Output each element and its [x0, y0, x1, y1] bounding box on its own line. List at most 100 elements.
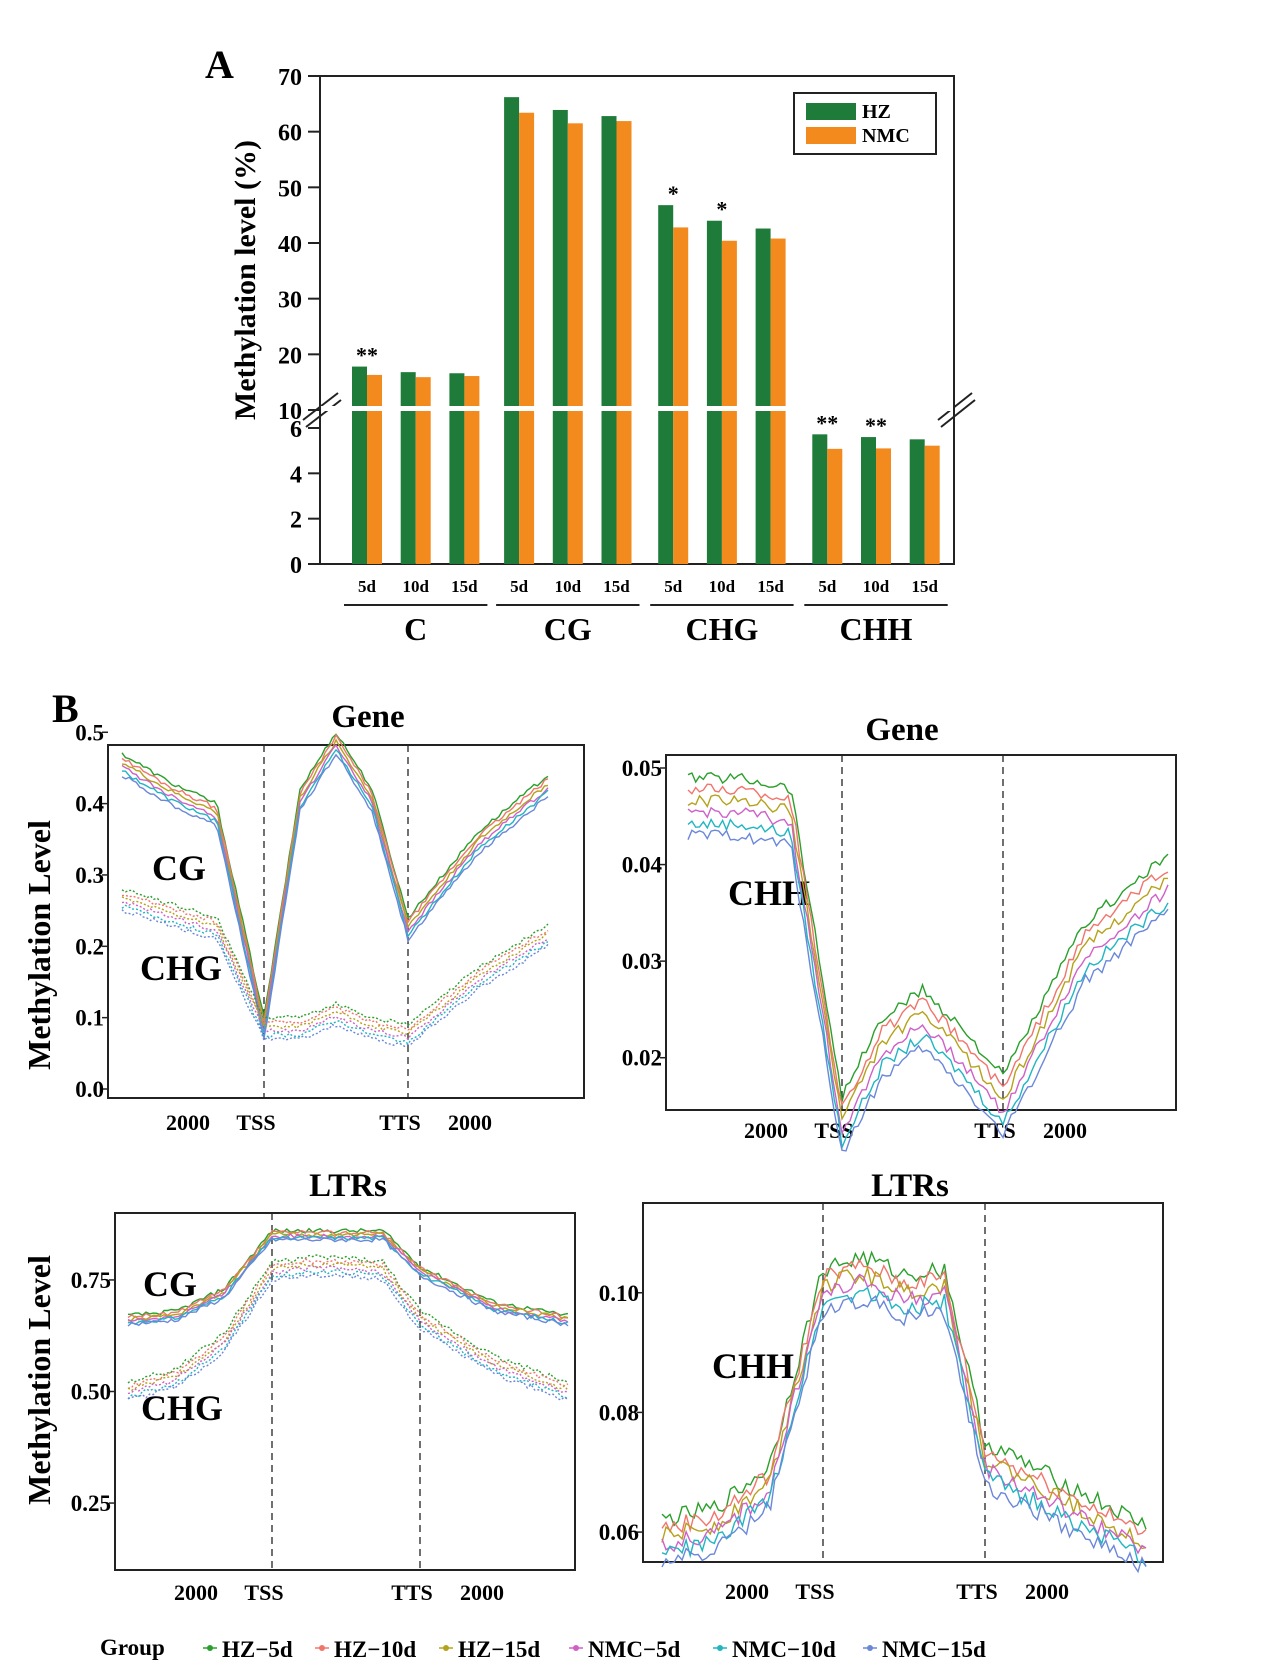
- y-tick-label: 50: [278, 176, 302, 202]
- group-label: C: [404, 611, 427, 647]
- group-label: CHH: [840, 611, 913, 647]
- panel-b-plots: 0.0 0.1 0.2 0.3 0.4 0.5 2000 TSS TTS 2000 0.02 0.03…: [71, 720, 1169, 1605]
- series-line-1: [127, 1229, 569, 1319]
- y-tick-label: 0.75: [71, 1268, 111, 1293]
- legend-label: NMC−5d: [588, 1637, 681, 1662]
- y-tick-label: 10: [278, 399, 302, 425]
- subplot-frame: [665, 754, 1177, 1111]
- axis-break-mark-right: [937, 392, 973, 421]
- bar-nmc: [721, 240, 737, 565]
- series-line-1: [127, 1258, 569, 1389]
- x-time-label: 10d: [709, 577, 736, 596]
- bar-nmc: [519, 112, 535, 565]
- y-tick-label: 0.10: [599, 1281, 639, 1306]
- panel-a-axes: [302, 75, 976, 565]
- bar-nmc: [770, 238, 786, 564]
- group-label: CHG: [685, 611, 758, 647]
- y-tick-label: 0.08: [599, 1400, 639, 1425]
- subplot-title: Gene: [865, 712, 938, 748]
- subplot-ltrs-left: LTRs CG CHG: [114, 1168, 576, 1571]
- x-time-label: 15d: [603, 577, 630, 596]
- group-label: CG: [544, 611, 592, 647]
- panel-a-legend: HZ NMC: [793, 92, 937, 155]
- x-time-label: 5d: [510, 577, 529, 596]
- legend-label: NMC−15d: [882, 1637, 986, 1662]
- legend-group-title: Group: [100, 1635, 165, 1660]
- significance-mark: **: [356, 343, 378, 368]
- x-tick-label: 2000: [744, 1118, 788, 1143]
- series-line-5: [121, 909, 549, 1048]
- legend-label-hz: HZ: [862, 101, 891, 123]
- subplot-title: Gene: [331, 699, 404, 735]
- y-tick-label: 70: [278, 65, 302, 91]
- bar-hz: [706, 220, 722, 564]
- y-tick-label: 4: [290, 462, 302, 488]
- y-tick-label: 0: [290, 553, 302, 579]
- significance-mark: *: [716, 197, 727, 222]
- x-time-label: 15d: [911, 577, 938, 596]
- y-tick-label: 0.4: [75, 792, 104, 817]
- significance-mark: **: [816, 410, 838, 435]
- y-tick-label: 0.25: [71, 1491, 111, 1516]
- series-line-2: [121, 738, 549, 1027]
- panel-b-ylabel-top: Methylation Level: [21, 820, 57, 1070]
- y-tick-label: 0.0: [75, 1077, 104, 1102]
- y-tick-label: 60: [278, 121, 302, 147]
- legend-label: NMC−10d: [732, 1637, 836, 1662]
- x-time-label: 15d: [451, 577, 478, 596]
- y-tick-label: 40: [278, 232, 302, 258]
- y-tick-label: 6: [290, 417, 302, 443]
- y-tick-label: 30: [278, 288, 302, 314]
- x-time-label: 5d: [358, 577, 377, 596]
- series-line-1: [687, 783, 1169, 1107]
- series-line-2: [661, 1265, 1147, 1550]
- axis-break-band: [321, 406, 953, 411]
- subplot-title: LTRs: [871, 1168, 949, 1204]
- bar-nmc: [415, 377, 431, 564]
- series-line-2: [121, 896, 549, 1036]
- series-line-0: [687, 772, 1169, 1102]
- x-tick-label: TSS: [244, 1580, 283, 1605]
- context-label-cg: CG: [152, 848, 206, 888]
- x-tick-label: 2000: [1025, 1579, 1069, 1604]
- bar-hz: [352, 366, 367, 564]
- y-tick-label: 0.2: [75, 934, 104, 959]
- panel-a-y-ticks: 10 20 30 40 50 60 70 0 2 4 6: [278, 65, 320, 579]
- series-line-4: [121, 748, 549, 1033]
- x-tick-label: TSS: [795, 1579, 834, 1604]
- subplot-gene-left: Gene CG CHG: [107, 699, 585, 1099]
- series-line-4: [687, 817, 1169, 1151]
- context-label-chh: CHH: [712, 1346, 794, 1386]
- series-line-0: [127, 1254, 569, 1384]
- x-tick-label: TTS: [956, 1579, 998, 1604]
- significance-mark: **: [865, 413, 887, 438]
- bar-hz: [449, 373, 465, 564]
- series-line-4: [121, 904, 549, 1046]
- x-time-label: 10d: [863, 577, 890, 596]
- bar-nmc: [367, 374, 382, 564]
- series-line-0: [661, 1250, 1147, 1530]
- y-tick-label: 0.03: [622, 949, 662, 974]
- context-label-cg: CG: [143, 1264, 197, 1304]
- series-line-5: [127, 1272, 569, 1401]
- axis-break-mark-left: [302, 392, 339, 421]
- y-tick-label: 0.02: [622, 1046, 662, 1071]
- y-tick-label: 0.04: [622, 853, 663, 878]
- legend-label: HZ−10d: [334, 1637, 416, 1662]
- plot-ltrs-cg-chg: 0.25 0.50 0.75 2000 TSS TTS 2000: [71, 1213, 569, 1605]
- series-line-5: [661, 1295, 1147, 1574]
- axis-break-mark-left-2: [305, 399, 342, 428]
- legend-swatch-hz: [806, 103, 856, 120]
- legend-label-nmc: NMC: [862, 125, 910, 147]
- x-tick-label: 2000: [460, 1580, 504, 1605]
- bar-hz: [601, 116, 617, 564]
- series-line-3: [661, 1273, 1147, 1555]
- series-line-1: [661, 1258, 1147, 1536]
- legend-label: HZ−15d: [458, 1637, 540, 1662]
- subplot-frame: [642, 1202, 1164, 1563]
- x-tick-label: TSS: [814, 1118, 853, 1143]
- bar-hz: [552, 109, 568, 564]
- y-tick-label: 2: [290, 508, 302, 534]
